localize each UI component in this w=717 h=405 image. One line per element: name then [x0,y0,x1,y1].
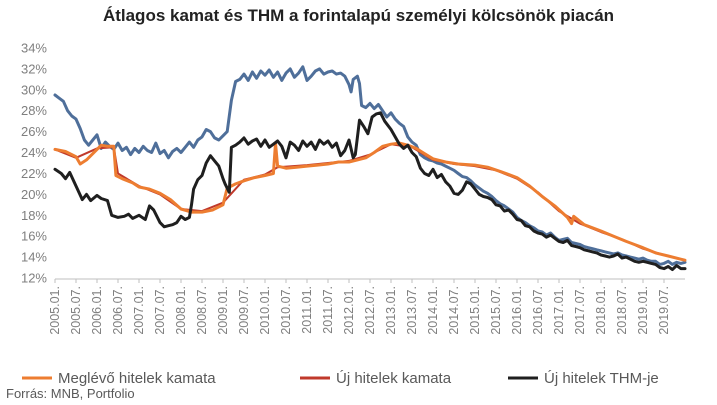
x-tick-label: 2007.07. [153,286,167,335]
x-tick-label: 2011.01. [300,286,314,334]
x-tick-label: 2014.07. [447,286,461,335]
x-tick-label: 2014.01. [426,286,440,335]
x-tick-label: 2013.07. [405,286,419,335]
x-tick-label: 2011.07. [321,286,335,334]
x-tick-label: 2008.07. [195,286,209,335]
legend-label: Meglévő hitelek kamata [58,370,216,387]
x-tick-label: 2017.07. [573,286,587,335]
y-tick-label: 24% [21,145,47,160]
chart-title: Átlagos kamat és THM a forintalapú szemé… [102,6,615,25]
x-tick-label: 2018.07. [615,286,629,335]
series-line-0 [53,141,687,262]
series-line-3 [53,65,687,266]
x-tick-label: 2015.01. [468,286,482,335]
series-line-2 [53,111,687,272]
y-tick-label: 22% [21,166,47,181]
y-tick-label: 30% [21,82,47,97]
x-tick-label: 2007.01. [132,286,146,335]
x-tick-label: 2019.07. [657,286,671,335]
x-tick-label: 2017.01. [552,286,566,335]
x-tick-label: 2012.07. [363,286,377,335]
x-tick-label: 2018.01. [594,286,608,335]
x-tick-label: 2008.01. [174,286,188,335]
source-note: Forrás: MNB, Portfolio [6,386,135,401]
series-line-1 [54,143,686,262]
y-tick-label: 20% [21,187,47,202]
legend: Meglévő hitelek kamata Új hitelek kamata Ú… [22,370,659,387]
x-tick-label: 2012.01. [342,286,356,335]
x-tick-label: 2015.07. [489,286,503,335]
legend-label: Új hitelek kamata [336,370,452,387]
x-tick-label: 2010.01. [258,286,272,335]
x-tick-label: 2013.01. [384,286,398,335]
x-tick-label: 2005.01. [48,286,62,335]
x-tick-label: 2019.01. [636,286,650,335]
series-lines [53,65,687,272]
legend-label: Új hitelek THM-je [544,370,659,387]
y-axis: 12% 14% 16% 18% 20% 22% 24% 26% 28% 30% 32% 34% [21,41,47,286]
x-tick-label: 2006.07. [111,286,125,335]
y-tick-label: 16% [21,229,47,244]
x-tick-label: 2006.01. [90,286,104,335]
x-tick-label: 2009.01. [216,286,230,335]
x-tick-label: 2009.07. [237,286,251,335]
x-tick-label: 2016.01. [510,286,524,335]
y-tick-label: 14% [21,250,47,265]
x-tick-label: 2016.07. [531,286,545,335]
y-tick-label: 28% [21,103,47,118]
y-tick-label: 32% [21,61,47,76]
y-tick-label: 26% [21,124,47,139]
y-tick-label: 18% [21,208,47,223]
y-tick-label: 34% [21,41,47,56]
y-tick-label: 12% [21,271,47,286]
x-tick-label: 2010.07. [279,286,293,335]
x-tick-label: 2005.07. [69,286,83,335]
x-axis: 2005.01. 2005.07. 2006.01. 2006.07. 2007.01.… [48,278,685,335]
